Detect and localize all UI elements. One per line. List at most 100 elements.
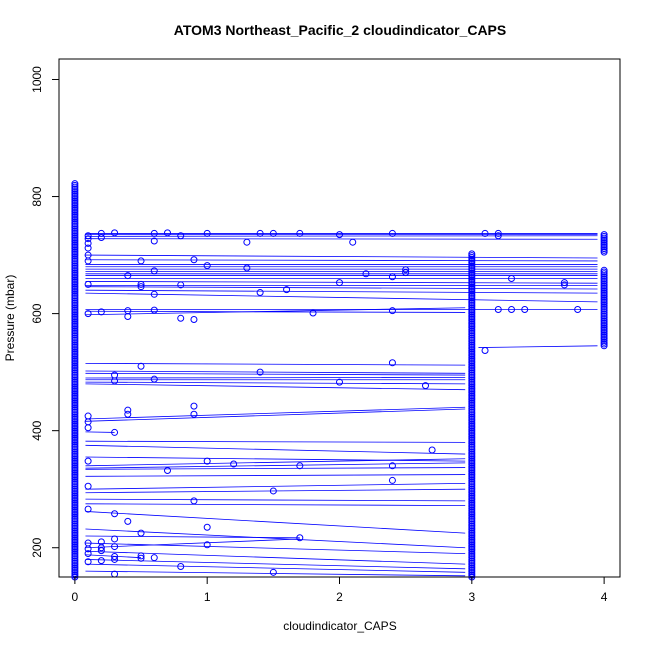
data-point: [203, 541, 211, 549]
data-point: [468, 250, 476, 258]
data-point: [309, 309, 317, 317]
connector-line: [85, 286, 598, 290]
connector-line: [85, 235, 598, 237]
y-tick-label: 800: [30, 186, 44, 206]
data-point: [84, 424, 92, 432]
data-point: [494, 232, 502, 240]
data-point: [243, 238, 251, 246]
y-tick-label: 1000: [30, 66, 44, 93]
x-tick-label: 3: [468, 590, 475, 604]
connector-line: [85, 292, 598, 303]
data-point: [163, 466, 171, 474]
data-point: [84, 280, 92, 288]
data-point: [150, 229, 158, 237]
data-point: [84, 418, 92, 426]
data-point: [111, 510, 119, 518]
data-point: [177, 232, 185, 240]
y-tick-label: 400: [30, 420, 44, 440]
data-point: [84, 235, 92, 243]
data-point: [97, 538, 105, 546]
data-point: [71, 180, 79, 188]
data-point: [402, 269, 410, 277]
data-point: [600, 266, 608, 274]
data-point: [124, 406, 132, 414]
data-point: [428, 446, 436, 454]
data-point: [190, 402, 198, 410]
data-point: [84, 239, 92, 247]
data-point: [124, 517, 132, 525]
data-point: [190, 256, 198, 264]
data-point: [336, 279, 343, 287]
data-point: [388, 229, 396, 237]
data-point: [494, 306, 502, 314]
data-point: [296, 462, 304, 470]
data-point: [84, 457, 92, 465]
x-tick-label: 2: [336, 590, 343, 604]
data-point: [84, 539, 92, 547]
data-point: [97, 547, 105, 555]
data-point: [508, 274, 516, 282]
data-point: [481, 346, 489, 354]
data-point: [349, 238, 357, 246]
data-point: [84, 244, 92, 252]
connector-line: [478, 345, 598, 348]
data-point: [190, 497, 198, 505]
data-point: [150, 237, 158, 245]
data-point: [124, 410, 132, 418]
y-tick-label: 200: [30, 537, 44, 557]
connector-line: [85, 408, 466, 422]
data-point: [190, 410, 198, 418]
data-points: [84, 229, 582, 578]
data-point: [84, 550, 92, 558]
data-point: [137, 283, 145, 291]
connector-lines: [85, 233, 598, 577]
data-point: [296, 534, 304, 542]
data-point: [137, 257, 145, 265]
data-point: [97, 234, 105, 242]
connector-line: [85, 456, 466, 462]
connector-line: [85, 511, 466, 534]
data-point: [84, 505, 92, 513]
data-point: [111, 543, 119, 551]
data-point: [111, 428, 119, 436]
connector-line: [85, 238, 598, 240]
data-point: [84, 558, 92, 566]
x-axis: 0 1 2 3 4: [72, 576, 608, 604]
data-point: [84, 251, 92, 259]
data-point: [560, 279, 568, 287]
data-point: [256, 368, 264, 376]
connector-line: [85, 498, 466, 502]
data-point: [203, 262, 211, 270]
data-point: [137, 552, 145, 560]
data-point: [296, 229, 304, 237]
data-point: [481, 229, 489, 237]
connector-line: [85, 370, 466, 374]
x-tick-label: 1: [204, 590, 211, 604]
data-point: [177, 562, 185, 570]
data-point: [388, 307, 396, 315]
connector-line: [85, 550, 466, 565]
connector-line: [85, 383, 466, 391]
data-point: [256, 289, 264, 297]
data-point: [150, 554, 158, 562]
data-point: [600, 231, 608, 239]
data-point: [150, 267, 158, 275]
data-point: [422, 382, 430, 390]
connector-line: [85, 259, 598, 262]
connector-line: [85, 289, 598, 294]
data-point: [269, 568, 277, 576]
connector-line: [85, 462, 466, 469]
data-point: [336, 231, 343, 239]
data-point: [269, 487, 277, 495]
connector-line: [85, 467, 466, 470]
data-point: [336, 378, 343, 386]
connector-line: [85, 431, 115, 433]
data-point: [84, 257, 92, 265]
data-point: [243, 264, 251, 272]
data-point: [111, 555, 119, 563]
data-point: [111, 553, 119, 561]
connector-line: [85, 458, 466, 467]
y-axis-label: Pressure (mbar): [3, 275, 17, 362]
data-point: [230, 460, 238, 468]
